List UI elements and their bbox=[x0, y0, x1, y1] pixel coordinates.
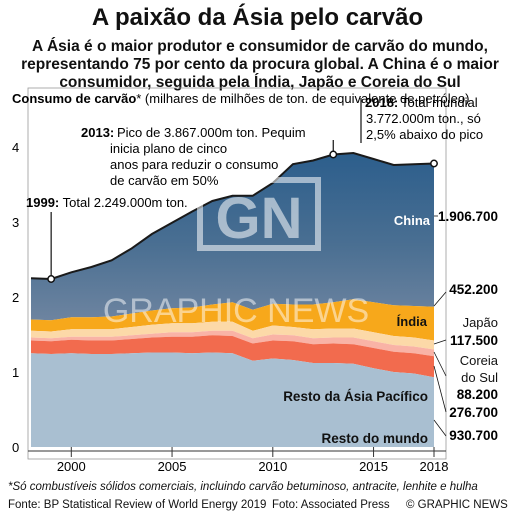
annotation-2013-year: 2013: bbox=[81, 125, 114, 140]
y-tick-label: 1 bbox=[12, 365, 19, 380]
marker-2013 bbox=[329, 150, 338, 159]
y-tick-label: 4 bbox=[12, 140, 19, 155]
value-china: 1.906.700 bbox=[438, 209, 498, 224]
x-tick-label: 2005 bbox=[158, 459, 187, 474]
annotation-2018-line1: Total mundial bbox=[401, 95, 478, 110]
marker-1999 bbox=[47, 275, 56, 283]
value-japan: 117.500 bbox=[450, 333, 498, 348]
page-title: A paixão da Ásia pelo carvão bbox=[91, 4, 424, 31]
annotation-1999-year: 1999: bbox=[26, 195, 59, 210]
area-japan bbox=[31, 321, 434, 350]
y-axis-ticks: 0 1 2 3 4 bbox=[12, 140, 19, 455]
area-china bbox=[31, 153, 434, 321]
photo-credit: Foto: Associated Press bbox=[272, 499, 390, 511]
marker-2018 bbox=[430, 159, 438, 168]
svg-text:1999: Total 2.249.000m t: 1999: Total 2.249.000m ton. bbox=[26, 195, 188, 210]
label-connectors bbox=[433, 215, 447, 437]
x-tick-label: 2010 bbox=[258, 459, 287, 474]
copyright: © GRAPHIC NEWS bbox=[406, 499, 508, 511]
annotation-2018-year: 2018: bbox=[365, 95, 398, 110]
annotation-2018-line2: 3.772.000m ton., só bbox=[366, 111, 481, 126]
value-india: 452.200 bbox=[449, 282, 498, 297]
annotation-1999-text: Total 2.249.000m ton. bbox=[63, 195, 188, 210]
svg-text:2018: Total mundial: 2018: Total mundial 3.772.000m ton., só … bbox=[365, 95, 485, 142]
footnote: *Só combustíveis sólidos comerciais, inc… bbox=[8, 481, 478, 493]
value-rest-of-world: 930.700 bbox=[449, 428, 498, 443]
annotation-1999: 1999: Total 2.249.000m ton. bbox=[26, 195, 188, 283]
page-subtitle: A Ásia é o maior produtor e consumidor d… bbox=[21, 38, 499, 91]
annotation-2018: 2018: Total mundial 3.772.000m ton., só … bbox=[360, 95, 485, 168]
y-tick-label: 0 bbox=[12, 440, 19, 455]
y-axis-label-rest: * (milhares de milhões de ton. de equiva… bbox=[136, 91, 469, 106]
y-tick-label: 2 bbox=[12, 290, 19, 305]
x-axis-ticks: 2000 2005 2010 2015 2018 bbox=[57, 447, 449, 474]
area-layers bbox=[30, 151, 435, 447]
x-tick-label: 2000 bbox=[57, 459, 86, 474]
y-axis-label-bold: Consumo de carvão bbox=[12, 91, 136, 106]
label-south-korea-line2: do Sul bbox=[461, 370, 498, 385]
x-tick-label: 2015 bbox=[359, 459, 388, 474]
annotation-2013-line3: anos para reduzir o consumo bbox=[110, 157, 278, 172]
x-tick-label: 2018 bbox=[420, 459, 449, 474]
area-south-korea bbox=[31, 330, 434, 357]
area-rest-of-world bbox=[31, 352, 434, 447]
logo-text: GN bbox=[216, 186, 303, 251]
plot-frame bbox=[27, 87, 447, 460]
label-china: China bbox=[394, 213, 431, 228]
watermark-text: GRAPHIC NEWS bbox=[103, 292, 369, 330]
label-south-korea-line1: Coreia bbox=[460, 353, 499, 368]
value-south-korea: 88.200 bbox=[457, 387, 498, 402]
area-india bbox=[31, 299, 434, 341]
y-tick-label: 3 bbox=[12, 215, 19, 230]
label-japan: Japão bbox=[463, 315, 498, 330]
annotation-2013-line2: inicia plano de cinco bbox=[110, 141, 227, 156]
label-rest-asia-pacific: Resto da Ásia Pacífico bbox=[283, 389, 428, 404]
annotation-2013-line1: Pico de 3.867.000m ton. Pequim bbox=[117, 125, 306, 140]
total-outline bbox=[30, 151, 435, 281]
annotation-2018-line3: 2,5% abaixo do pico bbox=[366, 127, 483, 142]
annotation-2013: 2013: Pico de 3.867.000m ton. Pequim ini… bbox=[81, 125, 338, 188]
svg-text:2013: Pico de 3.867.000m: 2013: Pico de 3.867.000m ton. Pequim ini… bbox=[81, 125, 309, 188]
annotation-2013-line4: de carvão em 50% bbox=[110, 173, 219, 188]
area-rest-asia-pacific bbox=[31, 335, 434, 378]
label-rest-of-world: Resto do mundo bbox=[322, 431, 429, 446]
graphic-news-logo: GN bbox=[197, 177, 321, 251]
value-rest-asia-pacific: 276.700 bbox=[449, 405, 498, 420]
source-text: Fonte: BP Statistical Review of World En… bbox=[8, 499, 267, 511]
label-india: Índia bbox=[397, 314, 428, 329]
y-axis-label: Consumo de carvão* (milhares de milhões … bbox=[12, 91, 469, 106]
